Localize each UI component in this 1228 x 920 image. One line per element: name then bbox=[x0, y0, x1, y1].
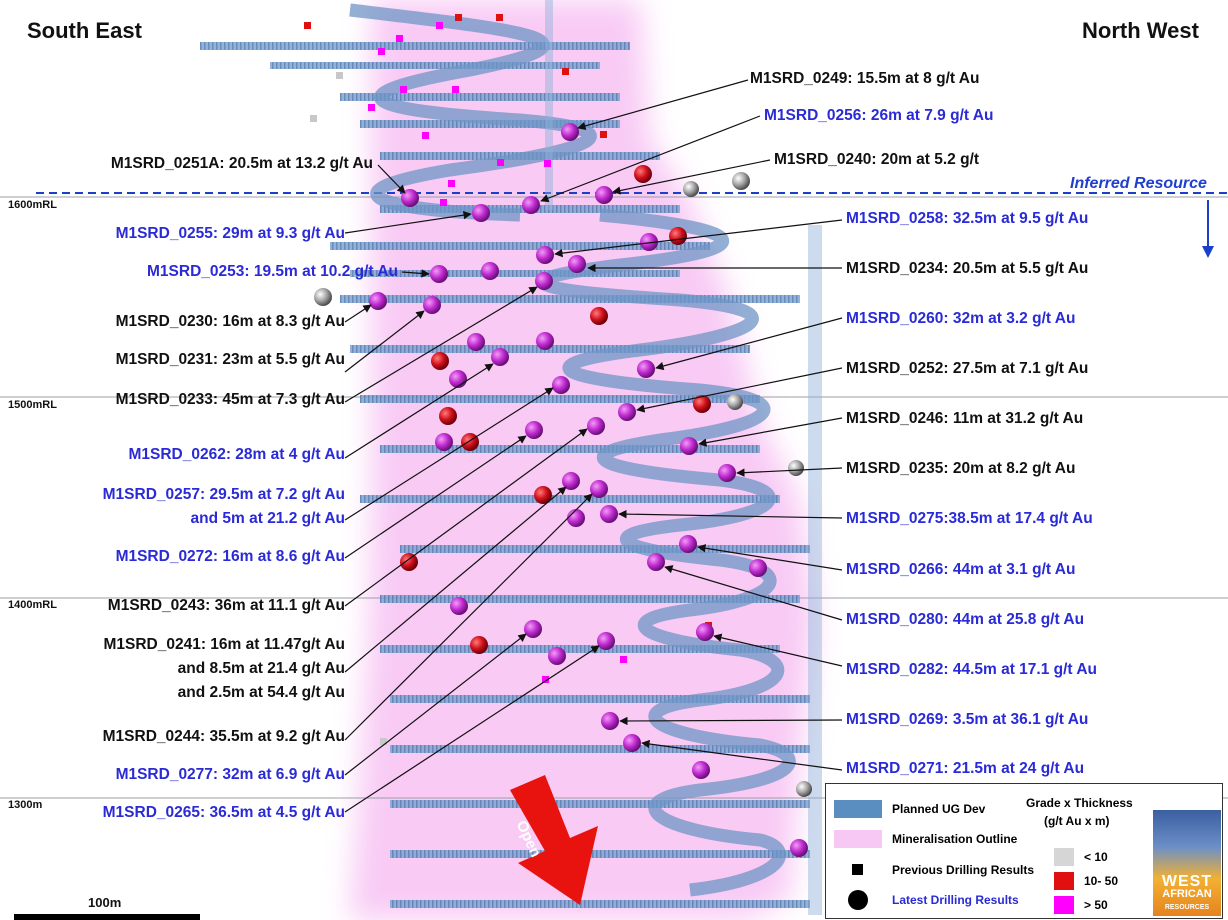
scale-bar bbox=[14, 914, 200, 920]
legend-10-50: 10- 50 bbox=[1084, 874, 1119, 888]
legend-grade-unit: (g/t Au x m) bbox=[1044, 814, 1110, 828]
label-m1srd-0235: M1SRD_0235: 20m at 8.2 g/t Au bbox=[846, 460, 1076, 477]
logo-line-3: RESOURCES bbox=[1164, 904, 1210, 911]
inferred-arrow bbox=[1202, 200, 1214, 258]
label-m1srd-0258: M1SRD_0258: 32.5m at 9.5 g/t Au bbox=[846, 210, 1089, 227]
label-m1srd-0256: M1SRD_0256: 26m at 7.9 g/t Au bbox=[764, 107, 994, 124]
legend-swatch-lt10 bbox=[1054, 848, 1074, 866]
legend-gt50: > 50 bbox=[1084, 898, 1108, 912]
label-m1srd-0275: M1SRD_0275:38.5m at 17.4 g/t Au bbox=[846, 510, 1093, 527]
legend-lt10: < 10 bbox=[1084, 850, 1108, 864]
label-m1srd-0230: M1SRD_0230: 16m at 8.3 g/t Au bbox=[115, 313, 345, 330]
scale-label: 100m bbox=[88, 895, 122, 910]
west-african-resources-logo: WEST AFRICAN RESOURCES bbox=[1153, 810, 1221, 916]
label-m1srd-0243: M1SRD_0243: 36m at 11.1 g/t Au bbox=[107, 597, 345, 614]
rl-1500: 1500mRL bbox=[8, 399, 57, 411]
label-m1srd-0231: M1SRD_0231: 23m at 5.5 g/t Au bbox=[115, 351, 345, 368]
label-m1srd-0234: M1SRD_0234: 20.5m at 5.5 g/t Au bbox=[846, 260, 1089, 277]
legend-swatch-mineralisation bbox=[834, 830, 882, 848]
legend-latest-drilling: Latest Drilling Results bbox=[892, 893, 1019, 907]
label-m1srd-0280: M1SRD_0280: 44m at 25.8 g/t Au bbox=[846, 611, 1085, 628]
label-m1srd-0233: M1SRD_0233: 45m at 7.3 g/t Au bbox=[115, 391, 345, 408]
title-north-west: North West bbox=[1082, 18, 1199, 43]
logo-line-2: AFRICAN bbox=[1162, 888, 1212, 900]
rl-1600: 1600mRL bbox=[8, 199, 57, 211]
label-m1srd-0266: M1SRD_0266: 44m at 3.1 g/t Au bbox=[846, 561, 1076, 578]
label-m1srd-0246: M1SRD_0246: 11m at 31.2 g/t Au bbox=[846, 410, 1084, 427]
inferred-resource-label: Inferred Resource bbox=[1070, 175, 1207, 192]
logo-line-1: WEST bbox=[1161, 873, 1213, 890]
label-m1srd-0269: M1SRD_0269: 3.5m at 36.1 g/t Au bbox=[846, 711, 1089, 728]
label-m1srd-0282: M1SRD_0282: 44.5m at 17.1 g/t Au bbox=[846, 661, 1097, 678]
label-m1srd-0272: M1SRD_0272: 16m at 8.6 g/t Au bbox=[115, 548, 345, 565]
decline-spiral bbox=[349, 3, 796, 897]
rl-1400: 1400mRL bbox=[8, 599, 57, 611]
legend-previous-drilling: Previous Drilling Results bbox=[892, 863, 1035, 877]
label-m1srd-0253: M1SRD_0253: 19.5m at 10.2 g/t Au bbox=[147, 263, 398, 280]
rl-1300: 1300m bbox=[8, 799, 43, 811]
label-m1srd-0260: M1SRD_0260: 32m at 3.2 g/t Au bbox=[846, 310, 1076, 327]
legend-circle-icon bbox=[848, 890, 868, 910]
title-south-east: South East bbox=[27, 18, 142, 43]
label-m1srd-0257-line2: and 5m at 21.2 g/t Au bbox=[190, 510, 345, 527]
legend-swatch-gt50 bbox=[1054, 896, 1074, 914]
legend-swatch-10-50 bbox=[1054, 872, 1074, 890]
label-m1srd-0271: M1SRD_0271: 21.5m at 24 g/t Au bbox=[846, 760, 1085, 777]
label-m1srd-0252: M1SRD_0252: 27.5m at 7.1 g/t Au bbox=[846, 360, 1089, 377]
legend-planned-ug-dev: Planned UG Dev bbox=[892, 802, 986, 816]
label-m1srd-0265: M1SRD_0265: 36.5m at 4.5 g/t Au bbox=[102, 804, 345, 821]
label-m1srd-0241-line1: M1SRD_0241: 16m at 11.47g/t Au bbox=[103, 636, 345, 653]
label-m1srd-0244: M1SRD_0244: 35.5m at 9.2 g/t Au bbox=[102, 728, 345, 745]
legend-square-icon bbox=[852, 864, 863, 875]
leader-lines bbox=[344, 79, 843, 813]
label-m1srd-0251a: M1SRD_0251A: 20.5m at 13.2 g/t Au bbox=[110, 155, 373, 172]
legend-grade-title: Grade x Thickness bbox=[1026, 796, 1133, 810]
legend-swatch-planned bbox=[834, 800, 882, 818]
latest-drilling-spheres bbox=[314, 123, 812, 857]
label-m1srd-0277: M1SRD_0277: 32m at 6.9 g/t Au bbox=[115, 766, 345, 783]
label-m1srd-0241-line2: and 8.5m at 21.4 g/t Au bbox=[177, 660, 345, 677]
label-m1srd-0257-line1: M1SRD_0257: 29.5m at 7.2 g/t Au bbox=[102, 486, 345, 503]
open-arrow bbox=[510, 775, 598, 905]
legend-mineralisation-outline: Mineralisation Outline bbox=[892, 832, 1018, 846]
vertical-shaft bbox=[545, 0, 822, 915]
label-m1srd-0249: M1SRD_0249: 15.5m at 8 g/t Au bbox=[750, 70, 980, 87]
label-m1srd-0255: M1SRD_0255: 29m at 9.3 g/t Au bbox=[115, 225, 345, 242]
label-m1srd-0240: M1SRD_0240: 20m at 5.2 g/t bbox=[774, 151, 980, 168]
label-m1srd-0241-line3: and 2.5m at 54.4 g/t Au bbox=[177, 684, 345, 701]
label-m1srd-0262: M1SRD_0262: 28m at 4 g/t Au bbox=[128, 446, 345, 463]
